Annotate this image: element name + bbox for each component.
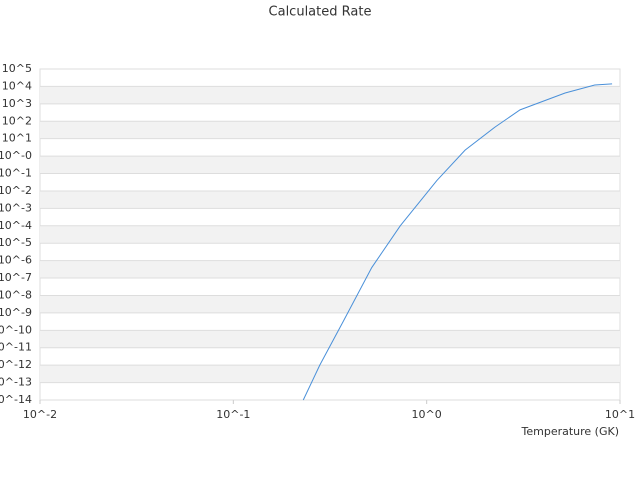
y-tick-label: 10^-9	[0, 306, 32, 319]
grid-band	[40, 365, 620, 383]
grid-band	[40, 86, 620, 104]
y-tick-label: 10^4	[2, 79, 32, 92]
line-series	[302, 83, 613, 401]
grid-band	[40, 225, 620, 244]
y-tick-label: 10^-1	[0, 167, 32, 180]
y-tick-label: 10^1	[2, 132, 32, 145]
y-tick-label: 10^-14	[0, 393, 32, 406]
x-tick-label: 10^1	[605, 408, 635, 421]
y-tick-label: 10^-2	[0, 184, 32, 197]
grid-band	[40, 295, 620, 313]
y-tick-label: 10^-6	[0, 254, 32, 267]
grid-band	[40, 330, 620, 348]
y-tick-label: 10^-10	[0, 323, 32, 336]
y-tick-label: 10^-11	[0, 341, 32, 354]
x-tick-label: 10^0	[412, 408, 442, 421]
y-tick-label: 10^-12	[0, 358, 32, 371]
y-tick-label: 10^-5	[0, 236, 32, 249]
x-tick-label: 10^-1	[216, 408, 250, 421]
grid-band	[40, 156, 620, 174]
x-tick-label: 10^-2	[23, 408, 57, 421]
plot-background	[39, 68, 621, 401]
grid-band	[40, 190, 620, 209]
x-axis-label: Temperature (GK)	[521, 425, 620, 438]
y-tick-label: 10^-3	[0, 201, 32, 214]
y-tick-label: 10^-8	[0, 288, 32, 301]
y-tick-label: 10^-13	[0, 376, 32, 389]
y-tick-label: 10^3	[2, 97, 32, 110]
grid-band	[40, 121, 620, 139]
y-tick-label: 10^-4	[0, 219, 32, 232]
y-tick-label: 10^-0	[0, 149, 32, 162]
grid-band	[40, 260, 620, 279]
y-tick-label: 10^-7	[0, 271, 32, 284]
y-tick-label: 10^2	[2, 114, 32, 127]
chart-title: Calculated Rate	[269, 5, 372, 20]
y-tick-label: 10^5	[2, 62, 32, 75]
